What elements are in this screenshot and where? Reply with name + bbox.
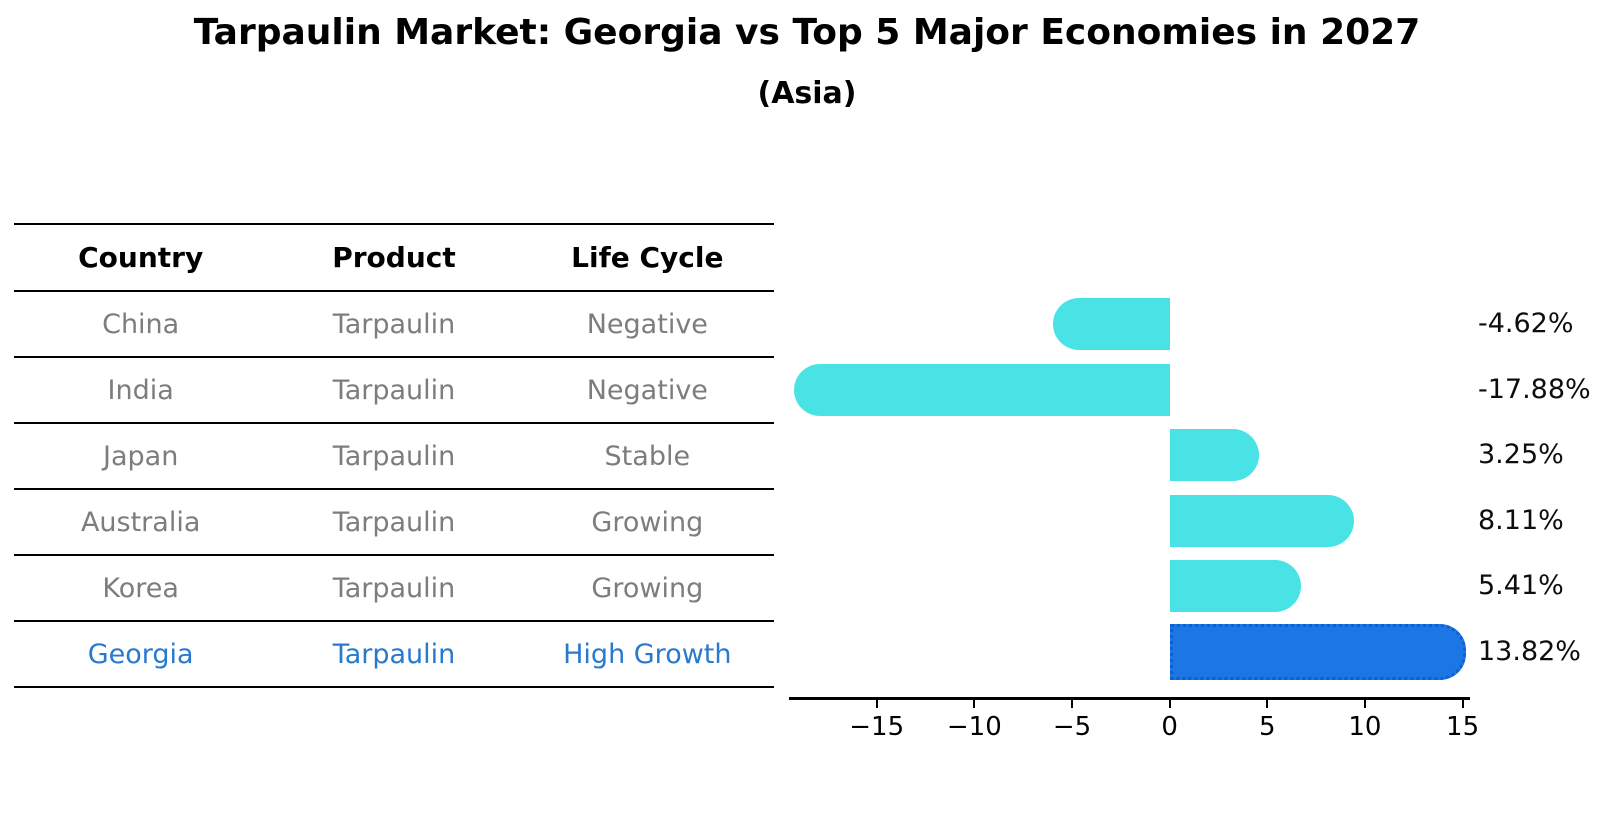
table-row-india: India Tarpaulin Negative — [14, 358, 774, 424]
cell-product: Tarpaulin — [332, 572, 456, 604]
cell-life-cycle: Negative — [586, 374, 708, 406]
cell-country: China — [102, 308, 180, 340]
x-axis-tick — [973, 700, 976, 708]
bar-australia — [1169, 494, 1354, 547]
value-label-georgia: 13.82% — [1478, 635, 1581, 667]
x-axis-tick-label: −15 — [849, 712, 905, 742]
x-axis-tick-label: 0 — [1161, 712, 1178, 742]
cell-life-cycle: Negative — [586, 308, 708, 340]
table-row-korea: Korea Tarpaulin Growing — [14, 556, 774, 622]
chart-subtitle: (Asia) — [757, 76, 857, 111]
cell-country: Australia — [80, 506, 201, 538]
x-axis-tick-label: −10 — [946, 712, 1002, 742]
x-axis-tick — [1070, 700, 1073, 708]
cell-country: Georgia — [87, 638, 194, 670]
x-axis-tick — [1266, 700, 1269, 708]
cell-country: Japan — [103, 440, 179, 472]
x-axis-tick-label: 5 — [1259, 712, 1276, 742]
bar-japan — [1169, 429, 1260, 481]
value-label-japan: 3.25% — [1478, 439, 1564, 470]
x-axis-tick-label: 15 — [1446, 712, 1480, 742]
bar-georgia — [1169, 623, 1466, 680]
table-row-australia: Australia Tarpaulin Growing — [14, 490, 774, 556]
x-axis-tick-label: 10 — [1348, 712, 1382, 742]
column-header-product: Product — [332, 241, 456, 274]
cell-life-cycle: Stable — [604, 440, 691, 472]
cell-country: India — [107, 374, 174, 406]
x-axis — [789, 697, 1470, 700]
cell-life-cycle: Growing — [591, 572, 704, 604]
x-axis-tick — [1363, 700, 1366, 708]
x-axis-tick-label: −5 — [1052, 712, 1092, 742]
x-axis-tick — [1461, 700, 1464, 708]
cell-life-cycle: High Growth — [563, 638, 732, 670]
table-row-georgia: Georgia Tarpaulin High Growth — [14, 622, 774, 688]
cell-product: Tarpaulin — [332, 374, 456, 406]
cell-life-cycle: Growing — [591, 506, 704, 538]
value-label-china: -4.62% — [1478, 308, 1574, 339]
value-label-korea: 5.41% — [1478, 570, 1564, 601]
cell-product: Tarpaulin — [332, 506, 456, 538]
column-header-country: Country — [78, 241, 204, 274]
bar-india — [794, 363, 1170, 416]
bar-china — [1053, 298, 1170, 350]
table-header-row: Country Product Life Cycle — [14, 225, 774, 292]
bar-chart: −15 −10 −5 0 5 10 15 — [789, 280, 1479, 742]
table-row-japan: Japan Tarpaulin Stable — [14, 424, 774, 490]
column-header-life-cycle: Life Cycle — [571, 241, 724, 274]
x-axis-tick — [1168, 700, 1171, 708]
country-table: Country Product Life Cycle China Tarpaulin N… — [14, 223, 774, 688]
table-row-china: China Tarpaulin Negative — [14, 292, 774, 358]
cell-product: Tarpaulin — [332, 638, 456, 670]
value-label-australia: 8.11% — [1478, 504, 1564, 536]
bar-korea — [1169, 560, 1302, 612]
cell-country: Korea — [102, 572, 179, 604]
cell-product: Tarpaulin — [332, 440, 456, 472]
chart-title: Tarpaulin Market: Georgia vs Top 5 Major… — [193, 12, 1421, 53]
value-label-india: -17.88% — [1478, 373, 1591, 405]
cell-product: Tarpaulin — [332, 308, 456, 340]
x-axis-tick — [875, 700, 878, 708]
